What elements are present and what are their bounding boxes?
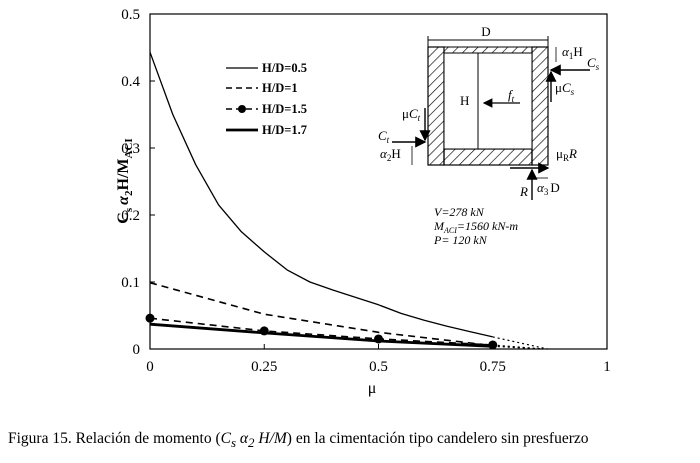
legend-label-hd05: H/D=0.5 bbox=[262, 61, 307, 75]
series-line-2 bbox=[149, 317, 493, 346]
foundation-diagram: D H ft α1H Cs μCs μCt Ct α2H μRR R α3 D bbox=[378, 24, 600, 200]
legend-marker-hd15 bbox=[238, 105, 246, 113]
label-cs: Cs bbox=[587, 55, 600, 72]
series-extension-0 bbox=[492, 336, 548, 350]
legend: H/D=0.5 H/D=1 H/D=1.5 H/D=1.7 bbox=[226, 61, 307, 137]
label-r: R bbox=[519, 184, 528, 199]
label-alpha2-h: α2H bbox=[380, 146, 401, 163]
y-tick-label: 0.5 bbox=[121, 7, 140, 23]
annotation-v: V=278 kN bbox=[434, 205, 485, 219]
y-tick-label: 0.4 bbox=[121, 74, 140, 90]
x-tick-label: 0.25 bbox=[251, 359, 277, 375]
legend-label-hd1: H/D=1 bbox=[262, 81, 298, 95]
y-axis-label: Csα2H/MACI bbox=[115, 138, 135, 223]
legend-label-hd17: H/D=1.7 bbox=[262, 123, 307, 137]
figure-caption: Figura 15. Relación de momento (Cs α2 H/… bbox=[8, 430, 589, 451]
dim-d-top: D bbox=[481, 24, 490, 39]
label-alpha3-d: α3 D bbox=[537, 180, 560, 197]
wall-bottom bbox=[443, 148, 533, 166]
y-tick-label: 0.1 bbox=[121, 275, 140, 291]
label-mu-r: μRR bbox=[556, 146, 577, 163]
x-tick-label: 0.5 bbox=[369, 359, 388, 375]
wall-top bbox=[443, 46, 533, 54]
label-mu-ct: μCt bbox=[402, 106, 421, 123]
annotation-m: MACI=1560 kN-m bbox=[433, 219, 518, 235]
dim-h-mid: H bbox=[460, 93, 469, 108]
axis-ticks: 0 0.25 0.5 0.75 1 0 0.1 0.2 0.3 0.4 0.5 bbox=[121, 7, 611, 375]
load-annotations: V=278 kN MACI=1560 kN-m P= 120 kN bbox=[433, 205, 518, 247]
x-tick-label: 0 bbox=[146, 359, 154, 375]
label-ct: Ct bbox=[378, 128, 390, 145]
x-tick-label: 1 bbox=[603, 359, 611, 375]
series-point-2 bbox=[145, 313, 155, 323]
y-tick-label: 0 bbox=[133, 342, 141, 358]
legend-label-hd15: H/D=1.5 bbox=[262, 102, 307, 116]
label-alpha1-h: α1H bbox=[562, 44, 583, 61]
series-group bbox=[145, 51, 548, 350]
annotation-p: P= 120 kN bbox=[433, 233, 488, 247]
series-line-3 bbox=[149, 322, 493, 348]
y-tick-label: 0.3 bbox=[121, 141, 140, 157]
series-extension-3 bbox=[492, 345, 544, 350]
label-ft: ft bbox=[508, 87, 515, 104]
series-line-0 bbox=[149, 51, 493, 338]
label-mu-cs: μCs bbox=[555, 80, 575, 97]
x-axis-label: μ bbox=[368, 380, 377, 397]
series-line-1 bbox=[149, 281, 493, 347]
y-tick-label: 0.2 bbox=[121, 208, 140, 224]
wall-right bbox=[531, 46, 549, 166]
x-tick-label: 0.75 bbox=[480, 359, 506, 375]
wall-left bbox=[427, 46, 445, 166]
moment-ratio-chart: 0 0.25 0.5 0.75 1 0 0.1 0.2 0.3 0.4 0.5 Csα2H/MACI… bbox=[115, 7, 611, 397]
cavity bbox=[443, 52, 533, 150]
